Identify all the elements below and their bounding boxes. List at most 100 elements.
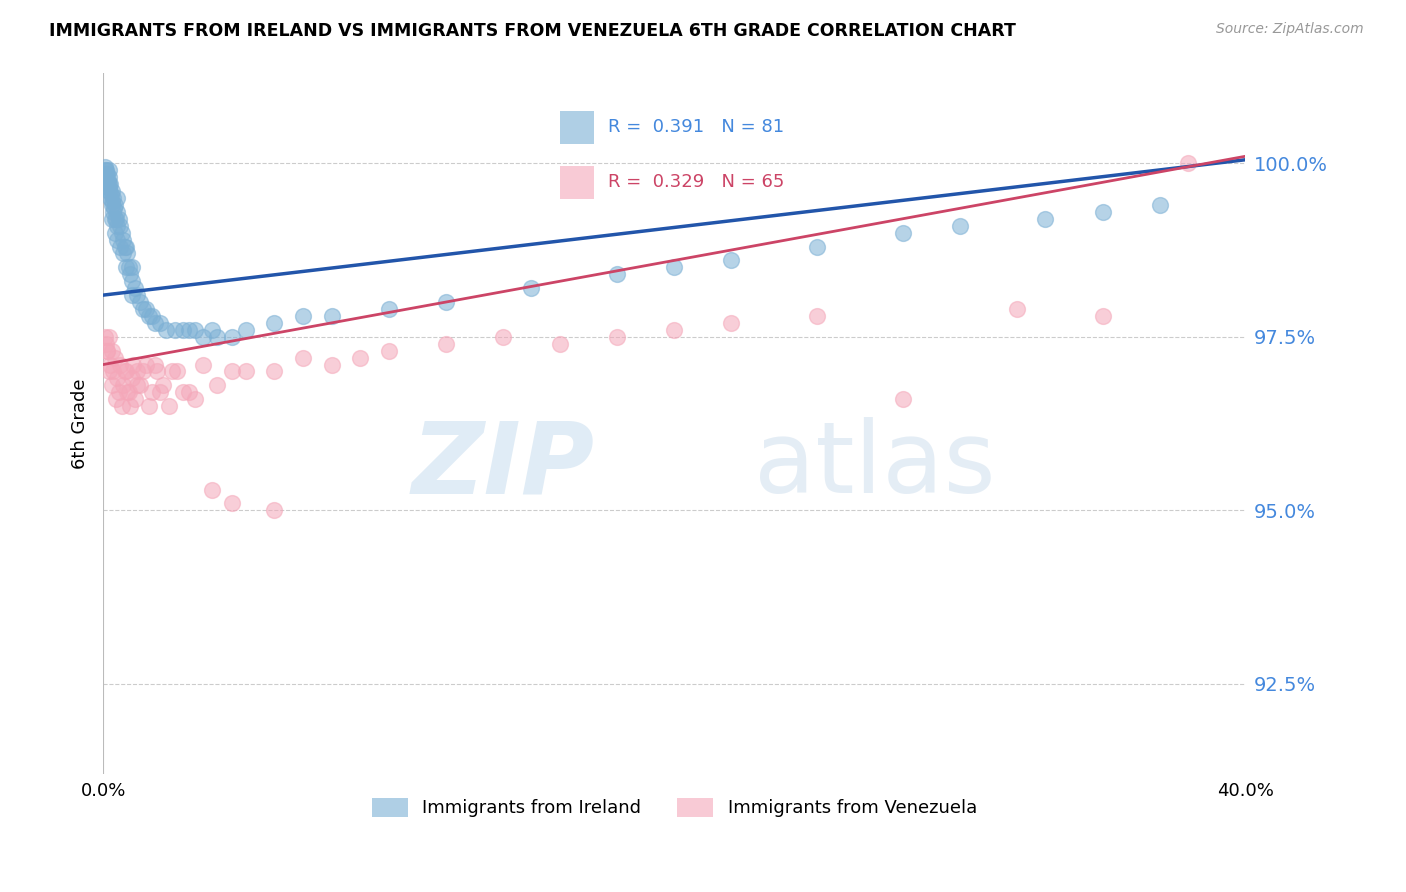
Point (149, 385, 172, 400)
Point (221, 364, 243, 378)
Point (1091, 309, 1114, 323)
Point (138, 309, 160, 323)
Point (100, 187, 122, 202)
Point (146, 364, 169, 378)
Point (97, 177, 120, 191)
Point (103, 202, 125, 216)
Point (107, 219, 129, 233)
Point (891, 392, 914, 407)
Point (117, 385, 139, 400)
Point (138, 399, 160, 413)
Point (107, 204, 129, 219)
Point (115, 364, 138, 378)
Point (132, 364, 155, 378)
Point (117, 246, 139, 260)
Point (1091, 204, 1114, 219)
Point (263, 364, 285, 378)
Point (191, 330, 214, 344)
Point (166, 364, 188, 378)
Point (100, 198, 122, 212)
Point (135, 301, 157, 316)
Point (111, 226, 134, 240)
Point (377, 343, 399, 358)
Point (96, 343, 118, 358)
Point (107, 191, 129, 205)
Point (120, 268, 142, 282)
Point (97, 173, 120, 187)
Point (93, 330, 115, 344)
Point (548, 336, 571, 351)
Point (132, 301, 155, 316)
Text: ZIP: ZIP (412, 417, 595, 514)
Point (94, 163, 117, 178)
Point (115, 239, 138, 253)
Point (321, 309, 343, 323)
Point (115, 260, 138, 275)
Point (160, 364, 183, 378)
Point (177, 323, 200, 337)
Text: IMMIGRANTS FROM IRELAND VS IMMIGRANTS FROM VENEZUELA 6TH GRADE CORRELATION CHART: IMMIGRANTS FROM IRELAND VS IMMIGRANTS FR… (49, 22, 1017, 40)
Point (141, 385, 163, 400)
Y-axis label: 6th Grade: 6th Grade (72, 378, 89, 469)
Point (107, 233, 129, 247)
Point (97, 184, 120, 198)
Point (112, 233, 135, 247)
Point (191, 358, 214, 372)
Point (806, 239, 828, 253)
Point (349, 351, 371, 365)
Point (107, 371, 129, 385)
Point (100, 343, 122, 358)
Point (263, 316, 285, 330)
Point (1149, 198, 1171, 212)
Point (141, 309, 163, 323)
Point (143, 358, 166, 372)
Text: Source: ZipAtlas.com: Source: ZipAtlas.com (1216, 22, 1364, 37)
Point (720, 316, 742, 330)
Point (149, 316, 172, 330)
Point (121, 274, 143, 288)
Point (93, 160, 115, 174)
Point (949, 219, 972, 233)
Point (101, 191, 124, 205)
Point (201, 483, 224, 497)
Point (108, 211, 131, 226)
Point (110, 239, 132, 253)
Point (94, 170, 117, 185)
Point (263, 503, 285, 517)
Point (98, 191, 121, 205)
Point (100, 184, 122, 198)
Point (97, 170, 120, 185)
Point (163, 323, 186, 337)
Point (121, 288, 143, 302)
Point (96, 177, 118, 191)
Point (110, 219, 132, 233)
Point (129, 295, 152, 310)
Point (806, 309, 828, 323)
Legend: Immigrants from Ireland, Immigrants from Venezuela: Immigrants from Ireland, Immigrants from… (364, 791, 984, 825)
Point (94, 336, 117, 351)
Text: atlas: atlas (754, 417, 995, 514)
Point (177, 385, 200, 400)
Point (124, 392, 146, 407)
Point (94, 163, 117, 178)
Point (292, 309, 315, 323)
Point (94, 167, 117, 181)
Point (101, 204, 124, 219)
Point (100, 211, 122, 226)
Point (97, 330, 120, 344)
Point (127, 378, 149, 392)
Point (118, 385, 141, 400)
Point (207, 330, 229, 344)
Point (1035, 211, 1057, 226)
Point (104, 392, 127, 407)
Point (96, 343, 118, 358)
Point (152, 378, 174, 392)
Point (127, 364, 149, 378)
Point (143, 316, 166, 330)
Point (606, 330, 628, 344)
Point (122, 358, 145, 372)
Point (183, 323, 205, 337)
Point (520, 281, 543, 295)
Point (124, 281, 146, 295)
Point (98, 180, 121, 194)
